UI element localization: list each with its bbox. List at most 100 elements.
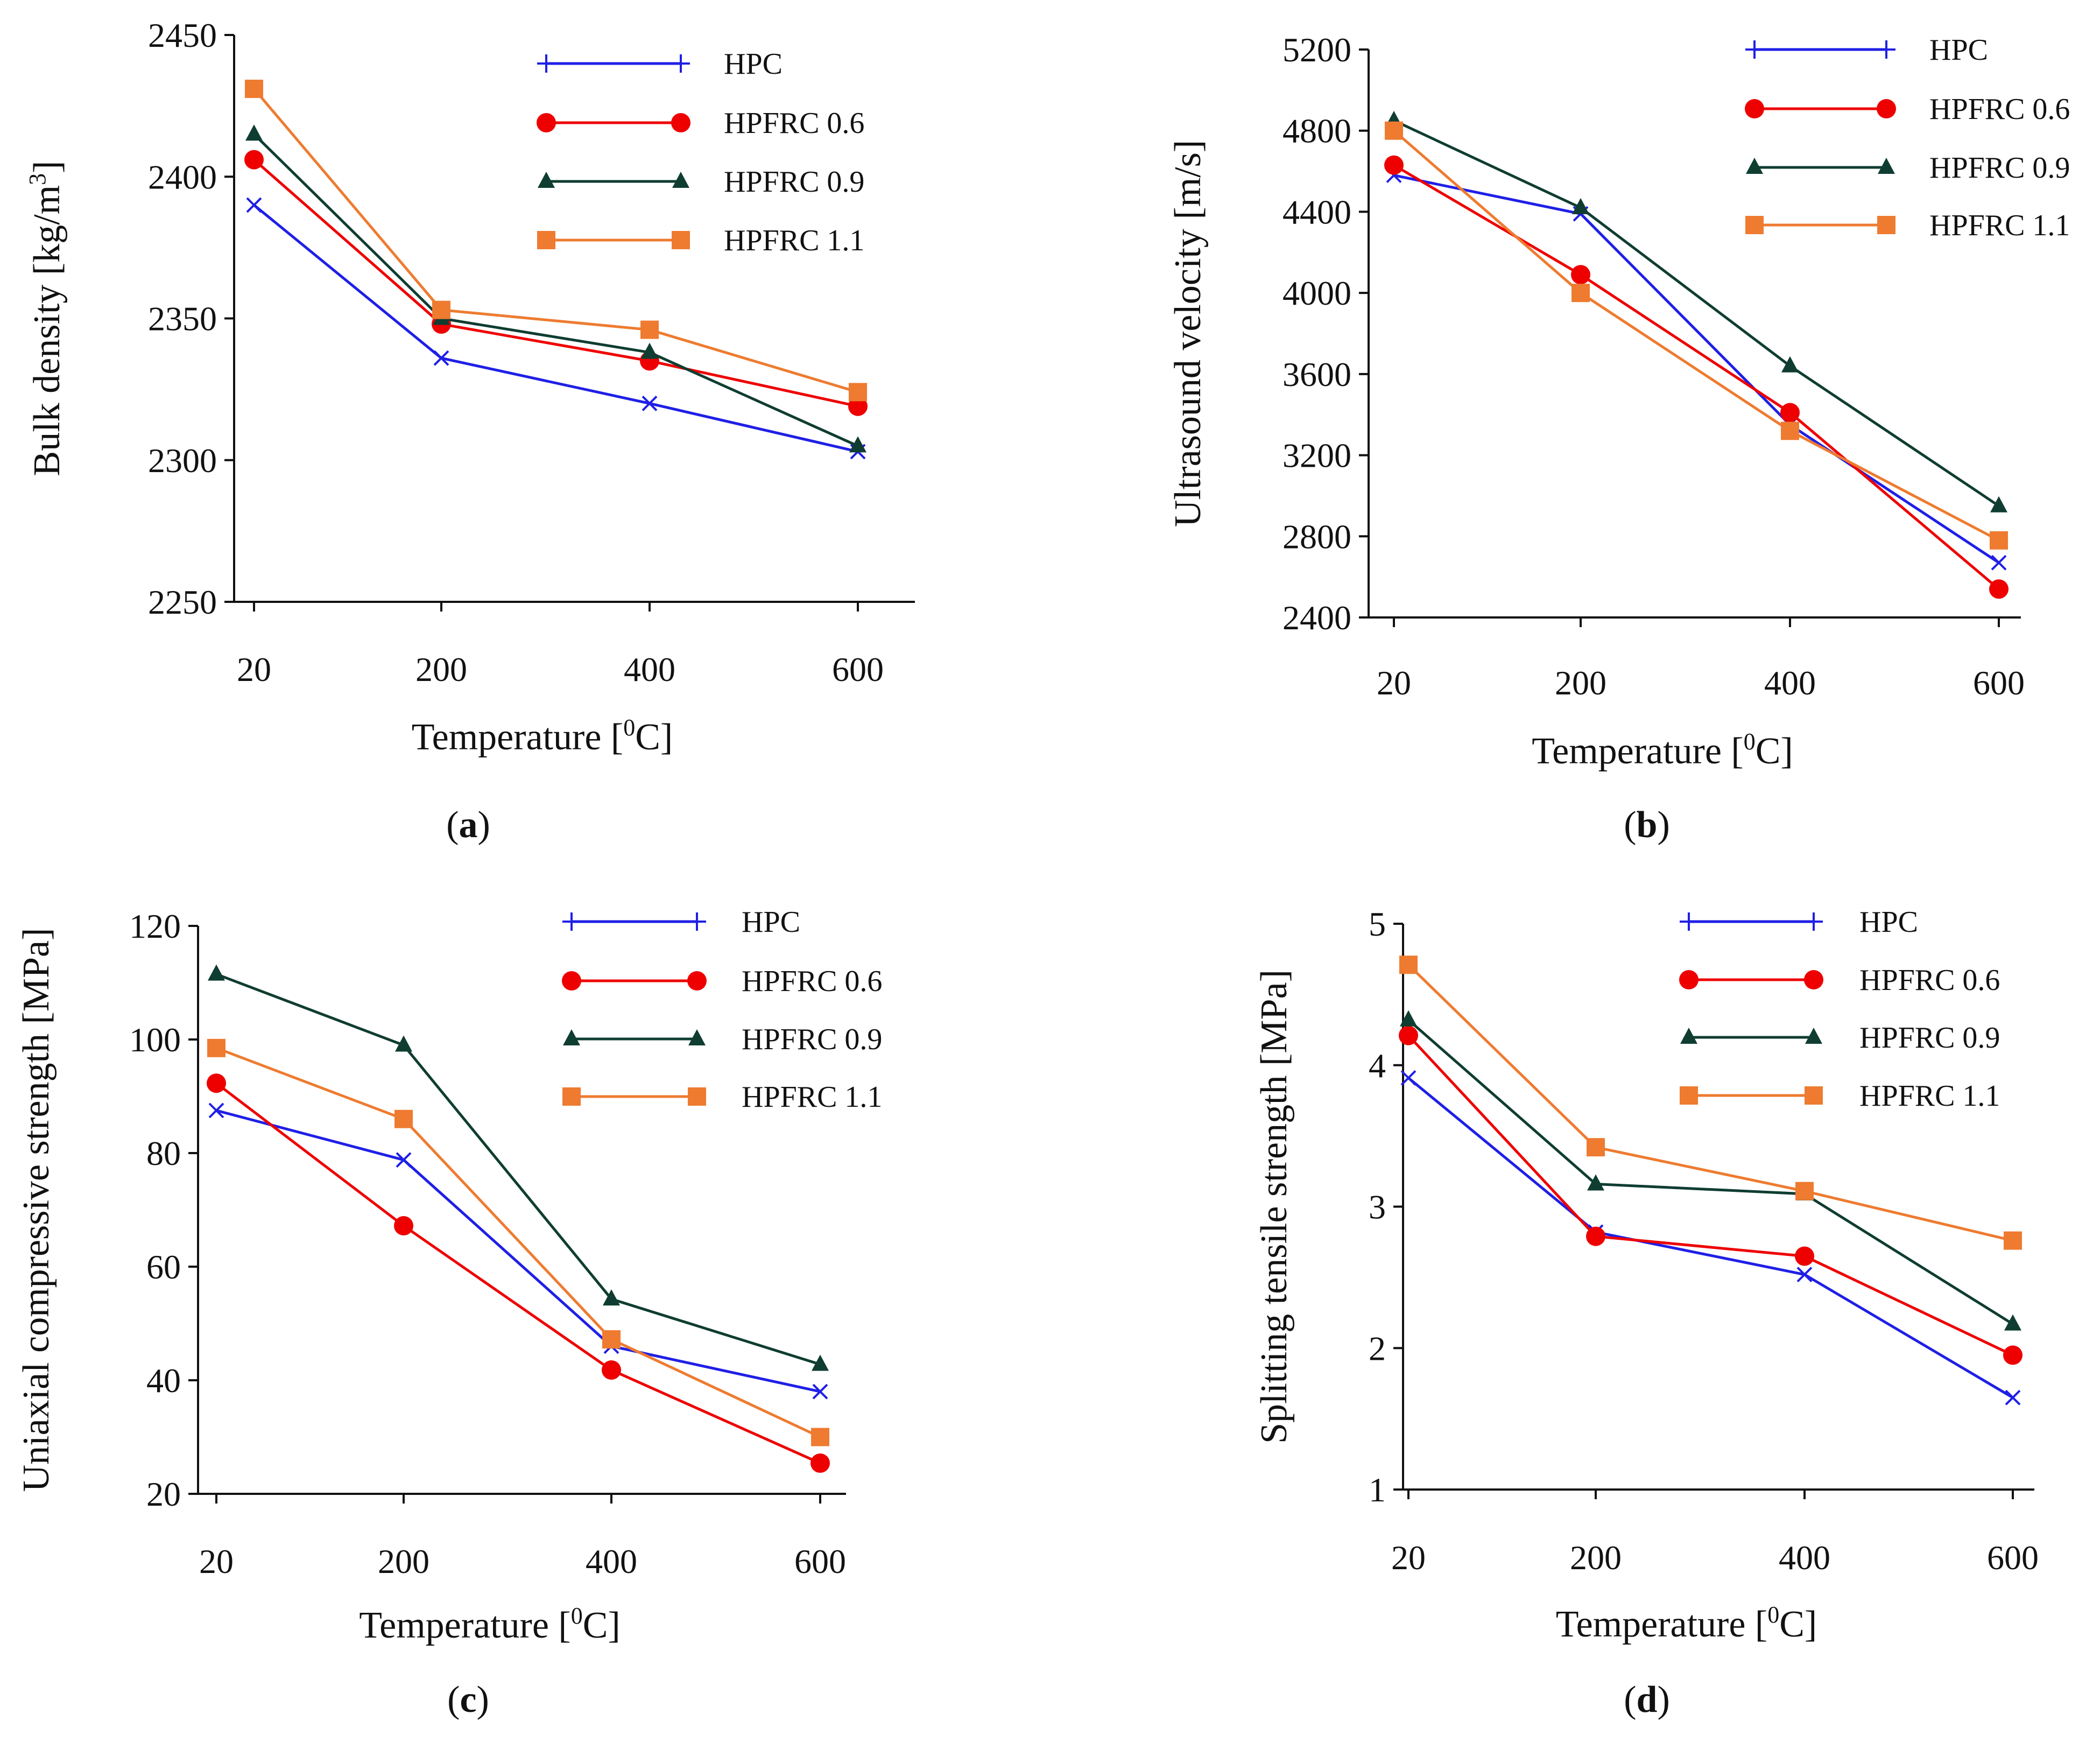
y-axis-label: Bulk density [kg/m3] (24, 161, 68, 476)
legend-label: HPFRC 0.6 (724, 107, 864, 140)
data-point (246, 197, 262, 213)
series-line (1393, 174, 2000, 564)
data-point (207, 1038, 225, 1057)
data-point (208, 1102, 224, 1119)
data-point (602, 1330, 621, 1349)
data-point (1991, 554, 2007, 571)
x-axis-label: Temperature [0C] (359, 1603, 620, 1646)
legend-marker (1805, 1028, 1822, 1044)
data-point (245, 124, 263, 141)
data-point (1586, 1226, 1605, 1246)
y-tick-label: 2 (1369, 1329, 1386, 1367)
series-line (215, 1082, 821, 1465)
legend-marker (562, 1087, 581, 1106)
y-tick-label: 2300 (148, 441, 217, 480)
legend-label: HPC (724, 47, 783, 81)
y-tick-label: 60 (146, 1248, 181, 1286)
legend-label: HPFRC 1.1 (1929, 209, 2070, 242)
y-tick-label: 120 (129, 907, 181, 945)
series-line (253, 88, 858, 394)
chart-panel-c: 20 40 60 80 100 120 20 200 400 600 Temperature [0C… (16, 905, 882, 1720)
y-axis-label: Splitting tensile strength [MPa] (1253, 970, 1295, 1444)
y-axis-label: Uniaxial compressive strength [MPa] (16, 928, 57, 1492)
data-point (245, 80, 263, 99)
legend-marker (1679, 970, 1699, 989)
series-line (1407, 964, 2013, 1242)
y-tick-label: 100 (129, 1021, 181, 1059)
data-point (394, 1109, 413, 1128)
data-point (1572, 284, 1590, 303)
legend-marker (537, 231, 555, 249)
data-point (1399, 956, 1418, 974)
legend-label: HPFRC 0.9 (1929, 151, 2070, 185)
legend-marker (672, 54, 690, 73)
data-point (1781, 356, 1799, 373)
y-tick-label: 2450 (148, 16, 217, 54)
legend-marker (672, 231, 690, 249)
legend-label: HPFRC 0.9 (1859, 1021, 2000, 1055)
data-point (849, 383, 867, 402)
x-axis-label: Temperature [0C] (1532, 728, 1793, 772)
legend-marker (1680, 912, 1698, 931)
legend-marker (1878, 158, 1895, 174)
legend-label: HPFRC 0.9 (742, 1023, 882, 1056)
data-point (2005, 1389, 2021, 1406)
data-point (2004, 1231, 2022, 1250)
data-point (1795, 1246, 1814, 1266)
legend-marker (1877, 99, 1896, 118)
data-point (1587, 1138, 1605, 1157)
legend-label: HPC (1859, 905, 1918, 939)
data-point (848, 396, 868, 416)
x-tick-label: 200 (1555, 664, 1606, 702)
data-point (1796, 1267, 1813, 1283)
legend-marker (1745, 40, 1764, 59)
legend-marker (1745, 99, 1764, 118)
legend-label: HPFRC 0.6 (742, 965, 882, 998)
x-tick-label: 200 (1570, 1539, 1622, 1577)
data-point (640, 320, 659, 339)
legend-label: HPC (1929, 33, 1988, 67)
x-tick-label: 400 (1779, 1539, 1830, 1577)
data-point (1780, 403, 1800, 423)
y-tick-label: 3600 (1282, 355, 1351, 394)
y-tick-label: 2800 (1282, 517, 1351, 556)
legend-marker (1745, 216, 1764, 234)
data-point (1572, 198, 1589, 214)
legend-marker (538, 172, 555, 188)
series-line (1393, 119, 2000, 507)
panel-caption: (b) (1624, 804, 1670, 846)
y-tick-label: 4400 (1282, 193, 1351, 231)
x-tick-label: 200 (378, 1542, 429, 1581)
y-tick-label: 2250 (148, 583, 217, 621)
y-tick-label: 2350 (148, 300, 217, 338)
data-point (1990, 531, 2008, 550)
data-point (1399, 1025, 1418, 1045)
panel-caption: (a) (446, 804, 490, 846)
data-point (1385, 121, 1403, 140)
y-tick-label: 3200 (1282, 437, 1351, 475)
series-line (1407, 1034, 2014, 1357)
legend-marker (1877, 40, 1895, 59)
data-point (1781, 422, 1799, 440)
data-point (433, 350, 449, 366)
data-point (812, 1383, 828, 1400)
series-line (253, 203, 858, 453)
data-point (642, 396, 658, 411)
data-point (244, 150, 264, 170)
legend-label: HPC (742, 905, 800, 939)
y-axis-label: Ultrasound velocity [m/s] (1167, 140, 1209, 527)
legend-marker (671, 113, 690, 132)
data-point (394, 1216, 413, 1236)
y-tick-label: 4800 (1282, 112, 1351, 150)
legend-marker (537, 54, 555, 73)
legend-marker (1680, 1086, 1698, 1105)
legend-marker (1877, 216, 1895, 234)
legend-marker (537, 113, 556, 132)
data-point (395, 1035, 412, 1052)
x-tick-label: 600 (832, 650, 884, 689)
series-line (216, 1046, 821, 1438)
legend-label: HPFRC 0.6 (1929, 93, 2070, 126)
x-tick-label: 400 (586, 1542, 637, 1581)
chart-panel-b: 2400 2800 3200 3600 4000 4400 4800 5200 20 200 400… (1167, 31, 2070, 846)
